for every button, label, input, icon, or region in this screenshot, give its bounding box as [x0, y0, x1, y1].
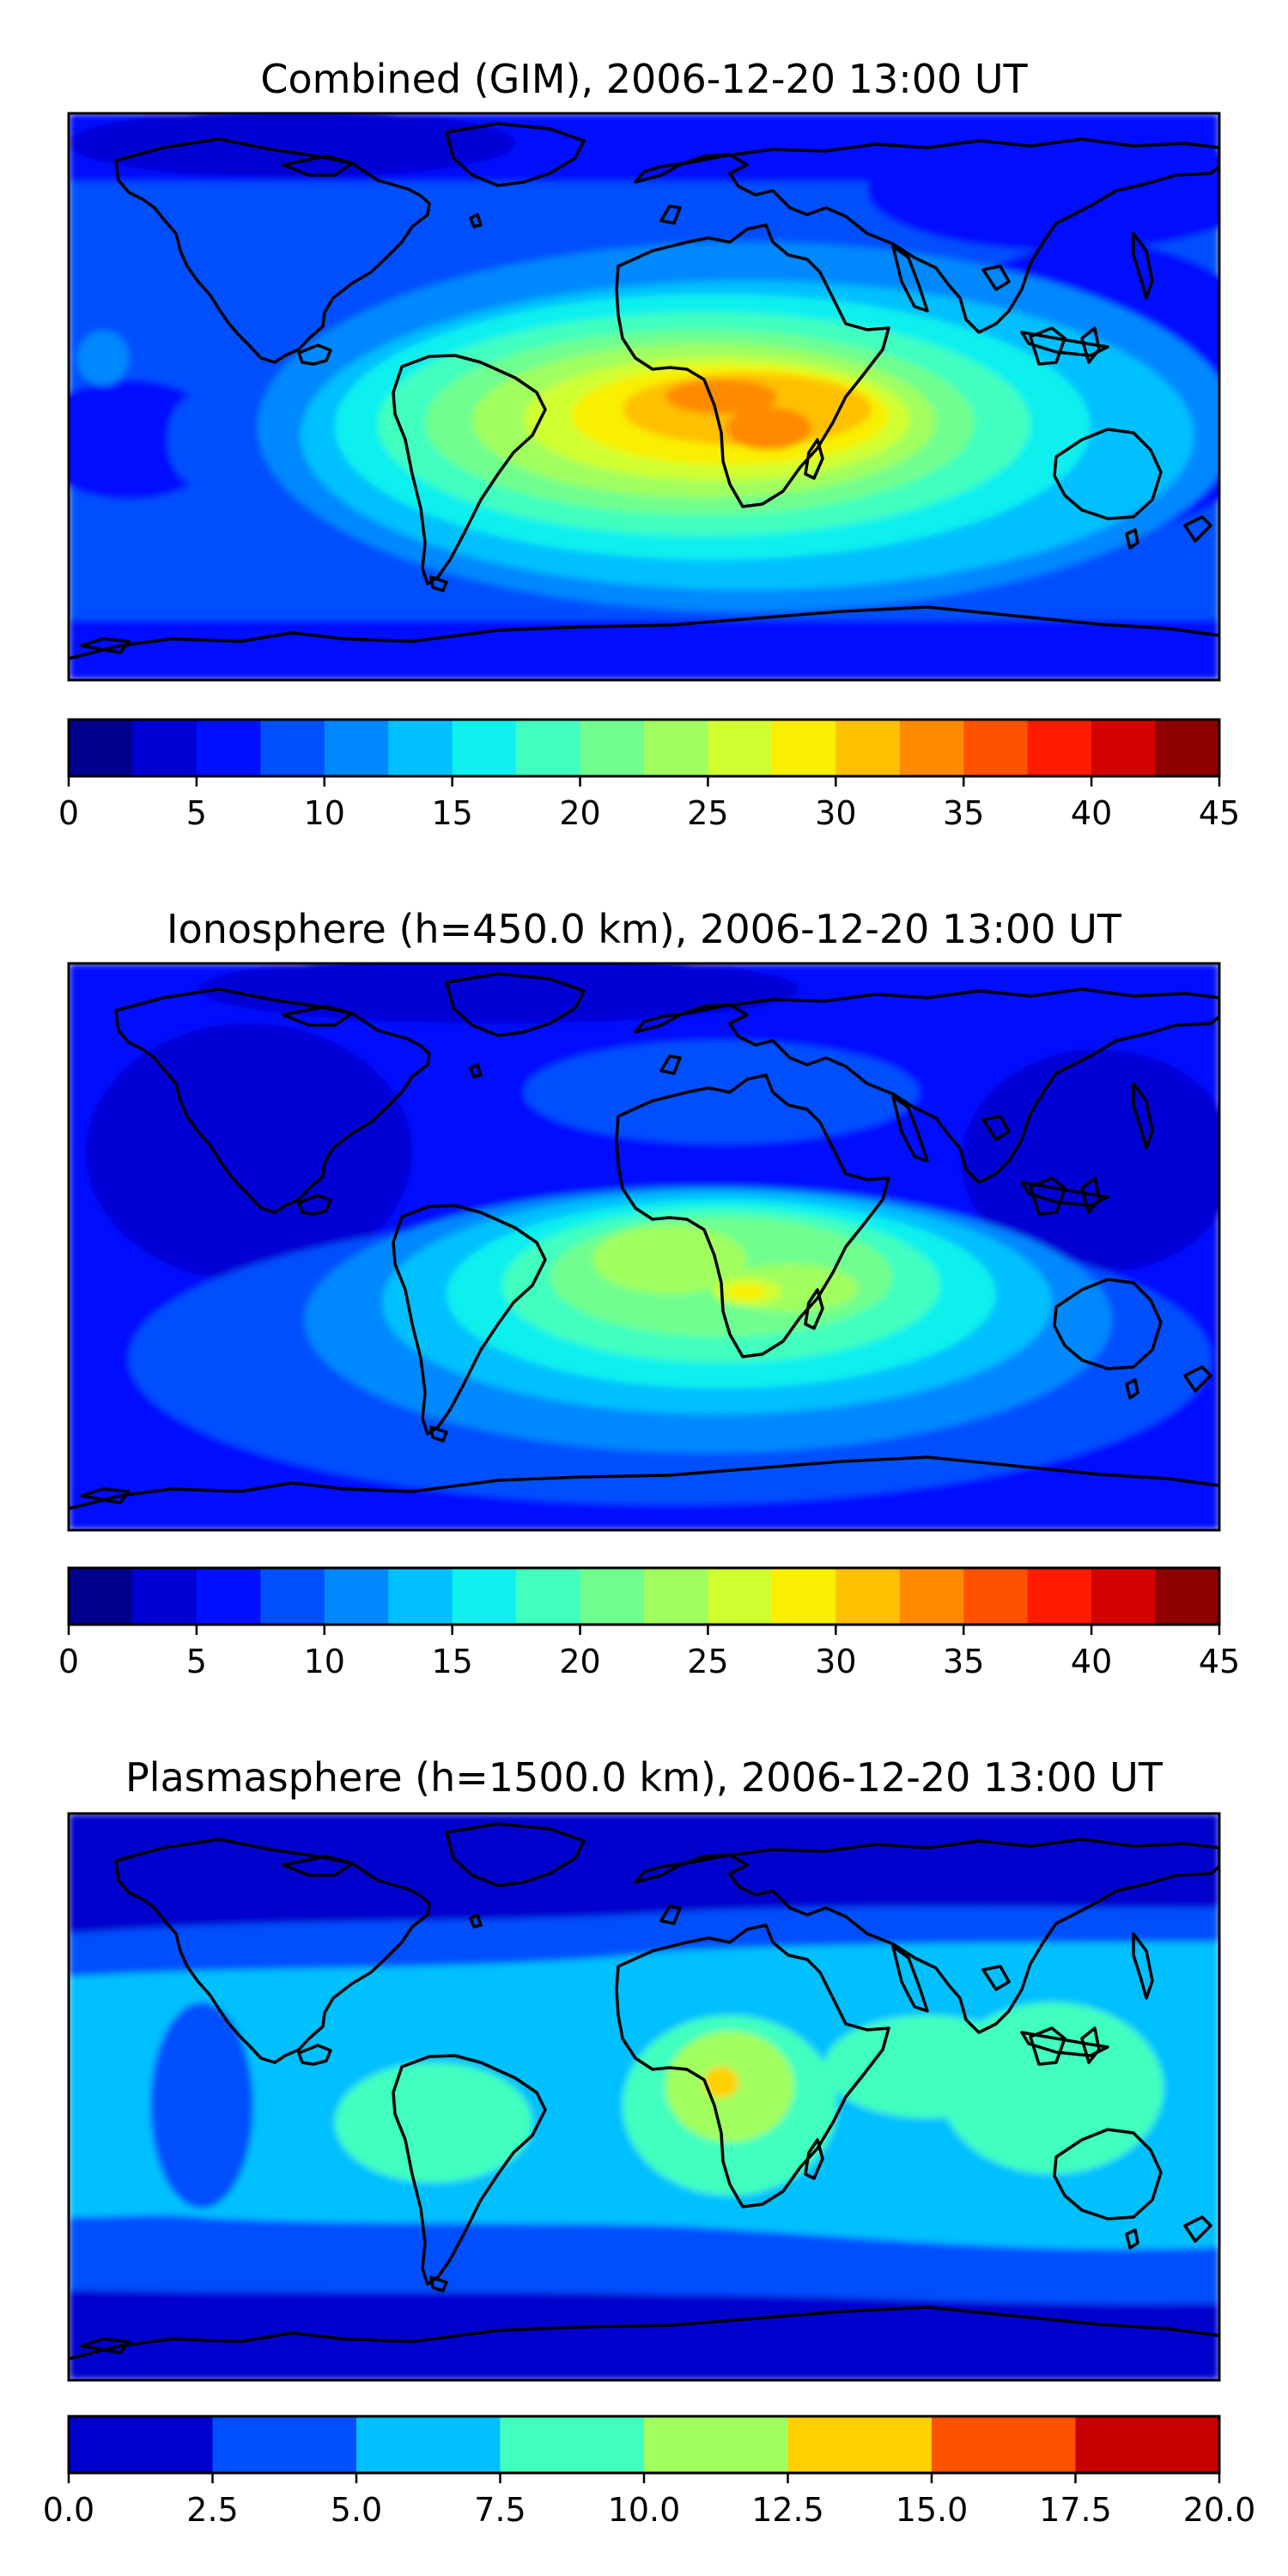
colorbar-tick-label: 10 — [304, 794, 345, 832]
colorbar-cell — [69, 720, 134, 776]
colorbar-cell — [771, 1568, 836, 1625]
colorbar-tick-label: 45 — [1199, 1643, 1240, 1680]
colorbar-cell — [899, 1568, 964, 1625]
colorbar-tick-label: 17.5 — [1039, 2491, 1112, 2529]
colorbar-3-cells — [69, 2416, 1220, 2473]
colorbar-cell — [69, 1568, 134, 1625]
colorbar-tick-label: 25 — [687, 1643, 728, 1680]
panel-2-colorbar: 0 5 10 15 20 25 30 35 40 45 — [58, 1566, 1240, 1680]
panel-3-map — [67, 1812, 1221, 2382]
colorbar-cell — [835, 720, 901, 776]
colorbar-tick-label: 5 — [186, 1643, 207, 1680]
colorbar-cell — [580, 1568, 645, 1625]
colorbar-cell — [452, 720, 517, 776]
colorbar-tick-label: 5.0 — [331, 2491, 382, 2529]
colorbar-cell — [356, 2416, 501, 2473]
colorbar-tick-label: 30 — [815, 794, 856, 832]
colorbar-tick-label: 0 — [58, 794, 79, 832]
panel-2-map — [67, 962, 1221, 1532]
colorbar-cell — [644, 1568, 709, 1625]
colorbar-cell — [899, 720, 964, 776]
colorbar-cell — [1027, 1568, 1092, 1625]
colorbar-cell — [516, 720, 581, 776]
colorbar-1-ticks: 0 5 10 15 20 25 30 35 40 45 — [58, 776, 1240, 832]
colorbar-cell — [963, 720, 1029, 776]
colorbar-3-ticks: 0.0 2.5 5.0 7.5 10.0 12.5 15.0 17.5 20.0 — [43, 2473, 1256, 2529]
colorbar-2-cells — [69, 1568, 1220, 1625]
colorbar-cell — [1091, 1568, 1157, 1625]
colorbar-cell — [132, 720, 197, 776]
colorbar-cell — [500, 2416, 645, 2473]
panel-2-title: Ionosphere (h=450.0 km), 2006-12-20 13:0… — [167, 906, 1122, 952]
colorbar-tick-label: 0 — [58, 1643, 79, 1680]
colorbar-cell — [516, 1568, 581, 1625]
colorbar-cell — [644, 720, 709, 776]
colorbar-cell — [212, 2416, 357, 2473]
colorbar-tick-label: 0.0 — [43, 2491, 94, 2529]
colorbar-cell — [963, 1568, 1029, 1625]
colorbar-cell — [644, 2416, 789, 2473]
colorbar-tick-label: 30 — [815, 1643, 856, 1680]
colorbar-cell — [196, 720, 261, 776]
colorbar-tick-label: 15 — [431, 1643, 472, 1680]
colorbar-tick-label: 45 — [1199, 794, 1240, 832]
panel-1-map — [67, 112, 1221, 682]
colorbar-tick-label: 10.0 — [608, 2491, 681, 2529]
colorbar-tick-label: 7.5 — [474, 2491, 526, 2529]
colorbar-cell — [1075, 2416, 1220, 2473]
panel-3-title: Plasmasphere (h=1500.0 km), 2006-12-20 1… — [125, 1754, 1163, 1801]
colorbar-cell — [787, 2416, 933, 2473]
panel-3-colorbar: 0.0 2.5 5.0 7.5 10.0 12.5 15.0 17.5 20.0 — [43, 2415, 1256, 2529]
panel-1-colorbar: 0 5 10 15 20 25 30 35 40 45 — [58, 718, 1240, 832]
colorbar-cell — [1155, 720, 1220, 776]
colorbar-tick-label: 35 — [943, 794, 984, 832]
colorbar-cell — [1091, 720, 1157, 776]
colorbar-2-ticks: 0 5 10 15 20 25 30 35 40 45 — [58, 1625, 1240, 1680]
panel-1-title: Combined (GIM), 2006-12-20 13:00 UT — [260, 56, 1028, 102]
colorbar-tick-label: 20 — [559, 794, 600, 832]
colorbar-tick-label: 20 — [559, 1643, 600, 1680]
colorbar-tick-label: 20.0 — [1183, 2491, 1256, 2529]
colorbar-cell — [260, 1568, 325, 1625]
colorbar-cell — [69, 2416, 214, 2473]
colorbar-tick-label: 35 — [943, 1643, 984, 1680]
colorbar-cell — [771, 720, 836, 776]
colorbar-cell — [452, 1568, 517, 1625]
colorbar-cell — [324, 720, 389, 776]
colorbar-tick-label: 2.5 — [186, 2491, 238, 2529]
colorbar-cell — [388, 1568, 453, 1625]
colorbar-tick-label: 5 — [186, 794, 207, 832]
colorbar-cell — [708, 1568, 773, 1625]
colorbar-cell — [1155, 1568, 1220, 1625]
colorbar-cell — [260, 720, 325, 776]
colorbar-tick-label: 10 — [304, 1643, 345, 1680]
colorbar-cell — [932, 2416, 1077, 2473]
colorbar-cell — [324, 1568, 389, 1625]
colorbar-tick-label: 40 — [1071, 794, 1112, 832]
colorbar-1-cells — [69, 720, 1220, 776]
colorbar-cell — [132, 1568, 197, 1625]
colorbar-cell — [708, 720, 773, 776]
colorbar-cell — [388, 720, 453, 776]
colorbar-cell — [196, 1568, 261, 1625]
colorbar-tick-label: 15 — [431, 794, 472, 832]
colorbar-cell — [580, 720, 645, 776]
colorbar-cell — [1027, 720, 1092, 776]
colorbar-tick-label: 12.5 — [751, 2491, 824, 2529]
colorbar-tick-label: 25 — [687, 794, 728, 832]
colorbar-tick-label: 40 — [1071, 1643, 1112, 1680]
colorbar-cell — [835, 1568, 901, 1625]
colorbar-tick-label: 15.0 — [896, 2491, 969, 2529]
